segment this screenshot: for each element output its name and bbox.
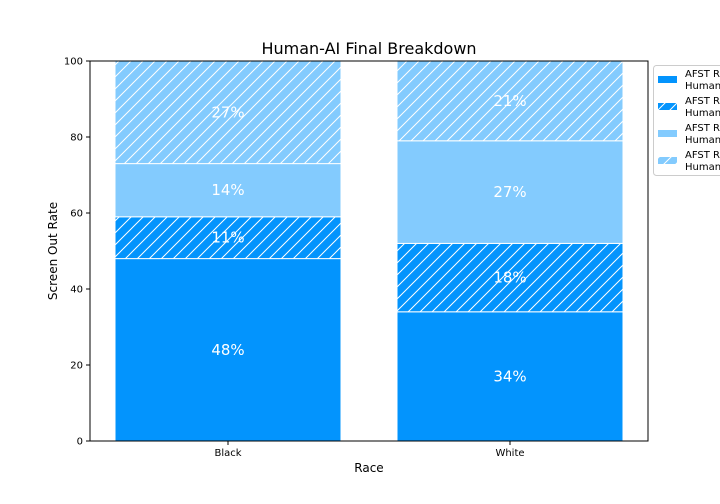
y-tick-label: 40 [70,285,83,296]
segment-label-white-1: 34% [493,367,526,385]
bar-segment-white-2 [396,242,624,313]
x-axis: Black White [214,441,525,459]
legend-swatch [658,76,677,83]
bar-segment-white-3 [396,140,624,244]
bar-segment-black-1 [114,258,342,442]
legend-entry-text: AFST R [685,96,720,107]
segment-label-white-3: 27% [493,183,526,201]
legend-swatch [658,103,677,110]
segment-label-black-2: 11% [211,229,244,247]
legend-swatch [658,157,677,164]
y-tick-label: 100 [64,57,83,68]
bar-segment-white-1 [396,311,624,442]
segment-label-white-4: 21% [493,92,526,110]
legend-entry-text: AFST R [685,123,720,134]
y-tick-label: 80 [70,133,83,144]
segment-labels-group: 48% 11% 14% 27% 34% 18% 27% 21% [211,92,526,385]
chart-title: Human-AI Final Breakdown [261,39,476,58]
bar-segment-white-4 [396,60,624,142]
x-axis-title: Race [354,461,383,475]
legend-entry-text: Human [685,135,720,146]
legend-entry-text: AFST R [685,150,720,161]
bar-segment-black-2 [114,216,342,260]
y-tick-label: 20 [70,361,83,372]
segment-label-white-2: 18% [493,269,526,287]
x-tick-label: White [495,448,524,459]
legend-swatch [658,130,677,137]
legend-frame [653,65,720,176]
legend-entry-text: Human [685,162,720,173]
y-tick-label: 60 [70,209,83,220]
y-axis-title: Screen Out Rate [46,202,60,300]
legend-entry-text: AFST R [685,69,720,80]
bar-segment-black-4 [114,60,342,165]
legend-entry-text: Human [685,108,720,119]
plot-frame [89,60,649,442]
y-tick-label: 0 [77,437,83,448]
bars-group [114,60,624,442]
segment-label-black-3: 14% [211,181,244,199]
segment-label-black-4: 27% [211,103,244,121]
legend-entry-text: Human [685,81,720,92]
x-tick-label: Black [214,448,241,459]
y-axis: 0 20 40 60 80 100 [64,57,90,448]
segment-label-black-1: 48% [211,341,244,359]
